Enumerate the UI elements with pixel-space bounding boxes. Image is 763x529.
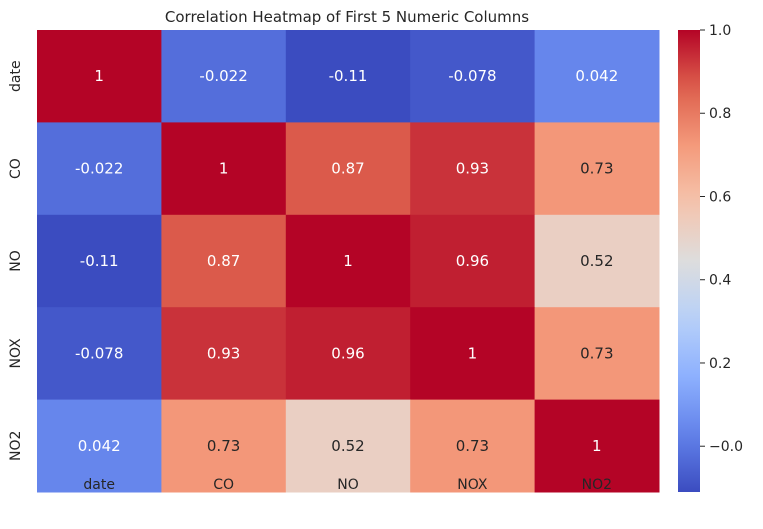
heatmap-cell-3-0: [37, 307, 162, 401]
cell-value-label-2-4: 0.52: [580, 252, 613, 270]
heatmap-cell-0-3: [410, 30, 536, 123]
cell-value-label-2-3: 0.96: [456, 252, 489, 270]
heatmap-cell-2-0: [37, 214, 162, 308]
cell-value-label-2-1: 0.87: [207, 252, 240, 270]
cell-value-label-0-3: -0.078: [448, 67, 496, 85]
colorbar-tick-label-3: 0.6: [709, 189, 731, 205]
heatmap-cell-2-2: [285, 214, 411, 308]
cell-value-label-2-2: 1: [343, 252, 353, 270]
heatmap-cell-0-1: [161, 30, 287, 123]
heatmap-cell-1-4: [534, 122, 660, 216]
cell-value-label-0-0: 1: [94, 67, 104, 85]
x-tick-label-3: NOX: [457, 477, 488, 493]
cell-value-label-4-4: 1: [592, 437, 602, 455]
x-tick-label-2: NO: [337, 477, 359, 493]
heatmap-cell-3-2: [285, 307, 411, 401]
x-tick-label-4: NO2: [582, 477, 612, 493]
heatmap-cell-4-4: [534, 399, 660, 493]
colorbar-tick-label-2: 0.4: [709, 273, 731, 289]
heatmap-cell-3-4: [534, 307, 660, 401]
y-tick-label-2: NO: [8, 250, 24, 272]
heatmap-cell-4-3: [410, 399, 536, 493]
heatmap-cell-0-4: [534, 30, 660, 123]
heatmap-cell-4-0: [37, 399, 162, 493]
heatmap-cell-1-3: [410, 122, 536, 216]
cell-value-label-0-1: -0.022: [199, 67, 247, 85]
chart-title: Correlation Heatmap of First 5 Numeric C…: [165, 8, 529, 26]
heatmap-cell-2-3: [410, 214, 536, 308]
colorbar-tick-label-1: 0.2: [709, 356, 731, 372]
cell-value-label-3-1: 0.93: [207, 344, 240, 362]
cell-value-label-1-0: -0.022: [75, 160, 123, 178]
cell-value-label-3-4: 0.73: [580, 344, 613, 362]
cell-value-label-0-2: -0.11: [329, 67, 368, 85]
heatmap-cell-0-0: [37, 30, 162, 123]
x-tick-label-0: date: [83, 477, 115, 493]
y-tick-label-0: date: [8, 60, 24, 92]
heatmap-cell-4-2: [285, 399, 411, 493]
y-tick-label-3: NOX: [8, 338, 24, 369]
heatmap-cell-1-1: [161, 122, 287, 216]
colorbar-ticks: −0.0 0.2 0.4 0.6 0.8 1.0: [700, 23, 743, 455]
cell-value-label-1-4: 0.73: [580, 160, 613, 178]
colorbar-tick-label-0: −0.0: [709, 439, 743, 455]
cell-value-label-4-2: 0.52: [331, 437, 364, 455]
heatmap-cell-2-4: [534, 214, 660, 308]
cell-value-label-3-0: -0.078: [75, 344, 123, 362]
x-axis-ticks: date CO NO NOX NO2: [83, 477, 612, 493]
colorbar-tick-label-5: 1.0: [709, 23, 731, 39]
cell-value-label-2-0: -0.11: [80, 252, 119, 270]
heatmap-cell-1-0: [37, 122, 162, 216]
cell-value-label-4-0: 0.042: [78, 437, 121, 455]
y-tick-label-1: CO: [8, 158, 24, 179]
heatmap-cell-2-1: [161, 214, 287, 308]
heatmap-cell-1-2: [285, 122, 411, 216]
cell-value-label-4-3: 0.73: [456, 437, 489, 455]
colorbar-tick-label-4: 0.8: [709, 106, 731, 122]
y-axis-ticks: date CO NO NOX NO2: [8, 60, 24, 461]
y-tick-label-4: NO2: [8, 431, 24, 461]
cell-value-label-4-1: 0.73: [207, 437, 240, 455]
colorbar: [678, 30, 700, 492]
cell-value-label-1-3: 0.93: [456, 160, 489, 178]
heatmap-cell-0-2: [285, 30, 411, 123]
x-tick-label-1: CO: [213, 477, 234, 493]
heatmap-cell-3-3: [410, 307, 536, 401]
cell-value-label-3-3: 1: [468, 344, 478, 362]
heatmap-cell-4-1: [161, 399, 287, 493]
cell-value-label-1-1: 1: [219, 160, 229, 178]
cell-value-label-0-4: 0.042: [575, 67, 618, 85]
heatmap-cell-labels: 1 -0.022 -0.11 -0.078 0.042 -0.022 1 0.87 0.93 0.…: [75, 67, 618, 455]
heatmap-cells: [37, 30, 660, 493]
cell-value-label-1-2: 0.87: [331, 160, 364, 178]
heatmap-cell-3-1: [161, 307, 287, 401]
cell-value-label-3-2: 0.96: [331, 344, 364, 362]
